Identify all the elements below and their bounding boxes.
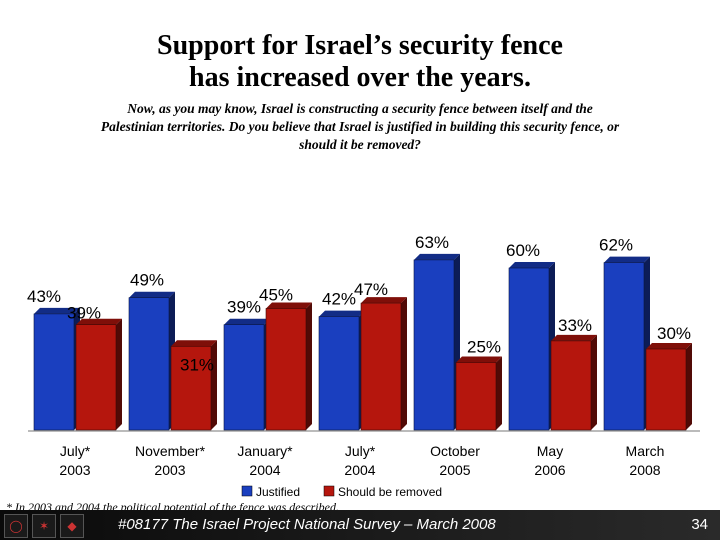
bar-justified-3 — [318, 316, 360, 431]
bar-top-removed-1 — [171, 340, 217, 347]
bar-justified-4 — [413, 259, 455, 431]
bar-top-justified-3 — [319, 310, 365, 317]
value-label-justified-1: 49% — [130, 271, 164, 290]
question-line-1: Now, as you may know, Israel is construc… — [127, 101, 593, 116]
legend-swatch-removed — [323, 485, 335, 497]
category-label-2: January* — [237, 443, 293, 459]
value-label-justified-2: 39% — [227, 298, 261, 317]
category-year-6: 2008 — [629, 462, 660, 478]
category-label-1: November* — [135, 443, 206, 459]
bar-removed-0 — [75, 324, 117, 431]
bar-top-justified-1 — [129, 291, 175, 298]
category-label-0: July* — [60, 443, 91, 459]
legend-swatch-justified — [241, 485, 253, 497]
category-year-1: 2003 — [154, 462, 185, 478]
value-label-removed-6: 30% — [657, 324, 691, 343]
bar-justified-0 — [33, 313, 75, 431]
star-logo-icon: ✶ — [32, 514, 56, 538]
bar-side-removed-3 — [401, 297, 407, 430]
question-line-2: Palestinian territories. Do you believe … — [100, 119, 620, 134]
value-label-removed-0: 39% — [67, 304, 101, 323]
value-label-justified-6: 62% — [599, 236, 633, 255]
question-line-3: should it be removed? — [299, 137, 421, 152]
survey-question: Now, as you may know, Israel is construc… — [40, 100, 680, 154]
bar-top-removed-6 — [646, 343, 692, 349]
bar-top-removed-5 — [551, 334, 597, 341]
value-label-justified-3: 42% — [322, 290, 356, 309]
bar-top-justified-0 — [34, 307, 80, 314]
footer-bar — [0, 510, 720, 540]
bar-side-removed-4 — [496, 356, 502, 430]
bar-removed-2 — [265, 308, 307, 431]
value-label-removed-3: 47% — [354, 280, 388, 299]
bar-removed-6 — [645, 348, 687, 431]
category-year-0: 2003 — [59, 462, 90, 478]
value-label-justified-5: 60% — [506, 241, 540, 260]
category-label-4: October — [430, 443, 480, 459]
page-number: 34 — [691, 516, 708, 533]
legend-label-justified: Justified — [256, 485, 300, 499]
bar-justified-1 — [128, 297, 170, 431]
bar-side-removed-5 — [591, 334, 597, 430]
bar-removed-5 — [550, 340, 592, 431]
value-label-removed-4: 25% — [467, 338, 501, 357]
bar-top-removed-3 — [361, 297, 407, 304]
bar-top-justified-2 — [224, 318, 270, 325]
bar-side-removed-1 — [211, 340, 217, 430]
bar-top-justified-6 — [604, 256, 650, 263]
category-year-4: 2005 — [439, 462, 470, 478]
category-year-3: 2004 — [344, 462, 375, 478]
bar-top-justified-4 — [414, 253, 460, 260]
ring-logo-icon: ◯ — [4, 514, 28, 538]
bar-top-justified-5 — [509, 262, 555, 268]
value-label-removed-2: 45% — [259, 286, 293, 305]
value-label-justified-4: 63% — [415, 233, 449, 252]
bar-justified-5 — [508, 267, 550, 431]
bar-side-removed-2 — [306, 302, 312, 430]
title-line-1: Support for Israel’s security fence — [157, 30, 563, 61]
bar-removed-4 — [455, 362, 497, 431]
value-label-removed-1: 31% — [180, 355, 214, 374]
title-line-2: has increased over the years. — [189, 62, 531, 93]
category-year-5: 2006 — [534, 462, 565, 478]
page-title: Support for Israel’s security fence has … — [0, 30, 720, 94]
bar-top-removed-4 — [456, 356, 502, 363]
value-label-justified-0: 43% — [27, 287, 61, 306]
bar-top-removed-0 — [76, 318, 122, 325]
bar-justified-2 — [223, 324, 265, 431]
category-label-5: May — [537, 443, 563, 459]
legend-label-removed: Should be removed — [338, 485, 442, 499]
bar-top-removed-2 — [266, 302, 312, 309]
bar-justified-6 — [603, 262, 645, 431]
category-label-3: July* — [345, 443, 376, 459]
bar-removed-1 — [170, 345, 212, 431]
value-label-removed-5: 33% — [558, 316, 592, 335]
bar-removed-3 — [360, 302, 402, 431]
survey-source: #08177 The Israel Project National Surve… — [118, 516, 496, 533]
tip-logo-icon: ◆ — [60, 514, 84, 538]
category-label-6: March — [626, 443, 665, 459]
bar-side-removed-0 — [116, 318, 122, 430]
footer-logos: ◯ ✶ ◆ — [4, 514, 84, 538]
category-year-2: 2004 — [249, 462, 280, 478]
bar-side-removed-6 — [686, 343, 692, 430]
